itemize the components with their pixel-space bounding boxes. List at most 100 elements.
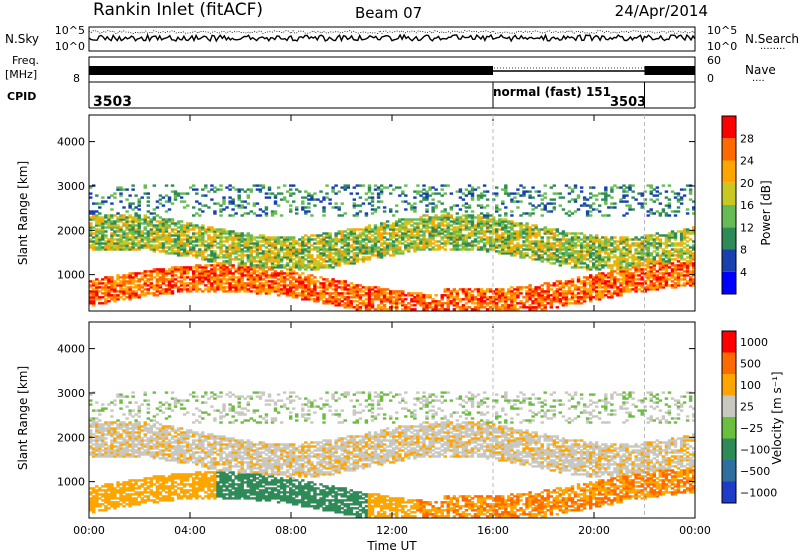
power-cell <box>525 306 529 309</box>
power-cell <box>334 258 338 261</box>
power-cell <box>389 226 393 229</box>
power-cell <box>255 250 260 253</box>
power-cell <box>558 286 563 289</box>
power-cell <box>258 276 263 279</box>
power-cell <box>264 250 269 253</box>
power-cell <box>579 266 584 269</box>
power-cell <box>404 304 408 307</box>
power-cell <box>382 236 387 239</box>
power-cell <box>173 222 178 225</box>
power-cell <box>334 240 338 243</box>
power-cell <box>325 266 329 269</box>
power-cell <box>104 278 108 281</box>
power-cell <box>479 212 484 215</box>
power-cell <box>110 298 114 301</box>
power-cell <box>116 228 120 231</box>
power-cell <box>101 292 105 295</box>
power-cell <box>95 224 99 227</box>
power-cell <box>267 292 272 295</box>
power-cell <box>179 226 184 229</box>
power-cell <box>273 258 278 261</box>
power-cell <box>182 232 187 235</box>
power-cell <box>228 246 232 249</box>
power-cell <box>176 240 181 243</box>
power-cell <box>343 254 347 257</box>
power-cell <box>646 270 650 273</box>
power-cell <box>125 244 129 247</box>
power-cell <box>401 292 405 295</box>
power-cell <box>613 240 617 243</box>
power-cell <box>170 184 175 187</box>
power-cell <box>379 302 384 305</box>
power-cell <box>304 288 308 291</box>
power-cell <box>267 188 272 191</box>
power-cell <box>231 186 235 189</box>
power-cell <box>373 244 378 247</box>
power-cell <box>398 242 402 245</box>
power-cell <box>361 250 366 253</box>
power-cell <box>310 294 314 297</box>
power-cell <box>455 298 460 301</box>
power-cell <box>276 290 281 293</box>
power-cell <box>264 238 269 241</box>
power-cell <box>201 268 205 271</box>
power-cell <box>358 298 363 301</box>
power-cell <box>598 210 602 213</box>
power-cell <box>361 290 366 293</box>
power-cell <box>264 206 269 209</box>
power-cell <box>376 308 381 311</box>
power-cell <box>461 214 466 217</box>
power-cell <box>301 294 305 297</box>
power-cell <box>292 270 296 273</box>
power-cell <box>601 264 605 267</box>
power-cell <box>501 288 505 291</box>
power-cell <box>234 252 238 255</box>
power-cell <box>119 192 123 195</box>
power-cell <box>579 186 584 189</box>
power-cell <box>128 292 132 295</box>
power-cell <box>192 274 196 277</box>
power-cell <box>552 206 557 209</box>
power-cell <box>361 256 366 259</box>
power-cell <box>385 288 390 291</box>
power-cell <box>446 296 450 299</box>
power-cell <box>219 274 223 277</box>
power-cell <box>349 302 354 305</box>
power-cell <box>373 208 378 211</box>
power-cell <box>564 246 569 249</box>
power-cell <box>507 296 511 299</box>
power-cell <box>228 258 232 261</box>
power-cell <box>434 248 438 251</box>
power-cell <box>240 214 244 217</box>
power-cell <box>422 248 426 251</box>
power-cell <box>110 224 114 227</box>
power-cell <box>113 192 117 195</box>
power-cell <box>216 236 220 239</box>
power-cell <box>473 244 478 247</box>
power-cell <box>143 244 147 247</box>
power-cell <box>410 206 414 209</box>
power-cell <box>592 258 596 261</box>
power-cell <box>92 218 96 221</box>
power-cell <box>428 302 432 305</box>
power-cell <box>334 264 338 267</box>
power-cell <box>367 228 372 231</box>
power-cell <box>246 284 251 287</box>
power-cell <box>355 306 360 309</box>
power-cell <box>167 226 172 229</box>
power-cell <box>137 228 141 231</box>
power-cell <box>298 250 302 253</box>
power-cell <box>325 284 329 287</box>
power-cell <box>379 232 384 235</box>
power-cell <box>295 284 299 287</box>
power-cell <box>549 298 554 301</box>
power-cell <box>476 236 481 239</box>
power-cell <box>95 228 99 231</box>
power-cell <box>89 216 93 219</box>
power-cell <box>289 288 293 291</box>
power-cell <box>92 210 96 213</box>
power-cell <box>101 242 105 245</box>
power-cell <box>331 284 335 287</box>
power-cell <box>313 264 317 267</box>
